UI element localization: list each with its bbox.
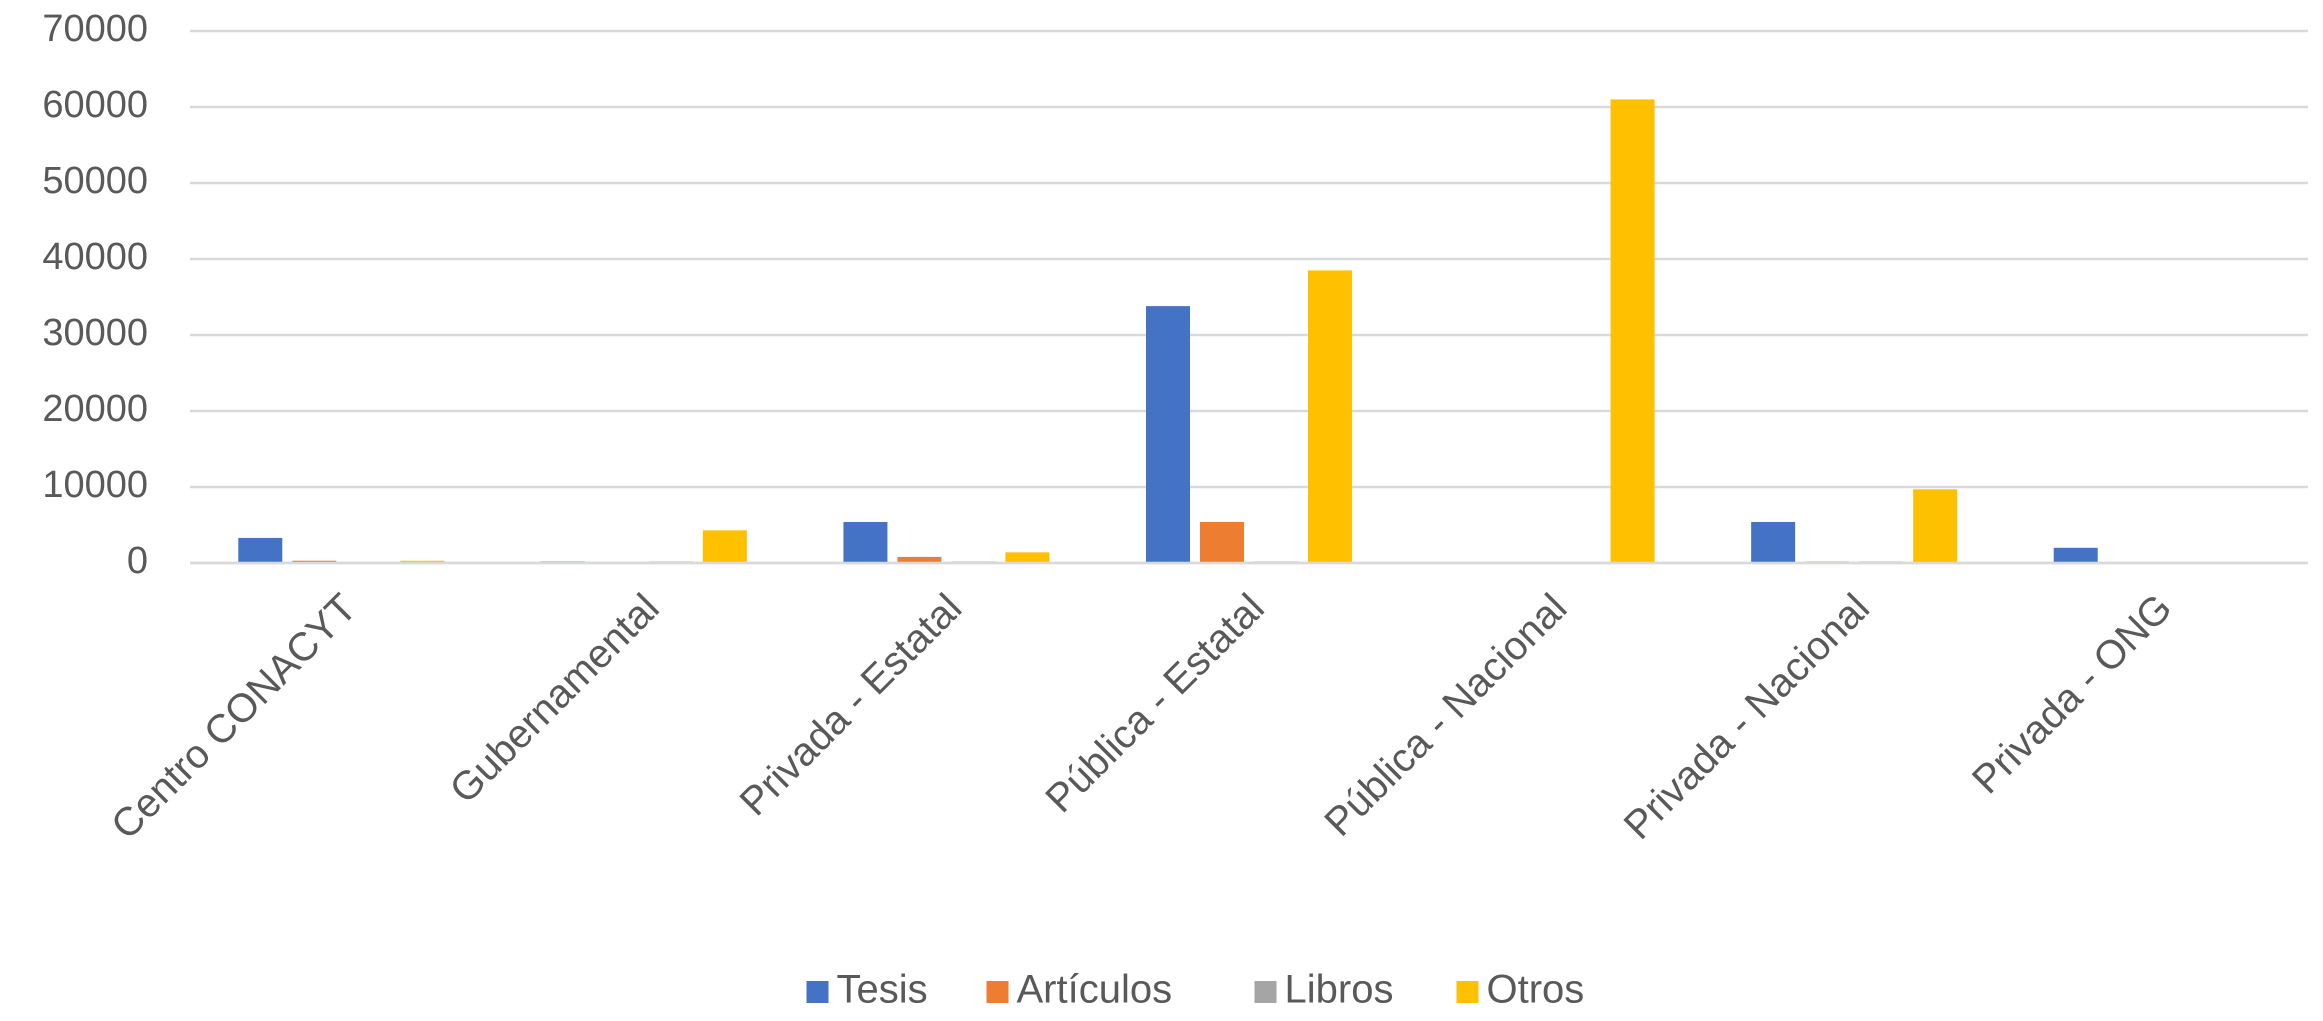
bar xyxy=(843,521,888,563)
x-tick-label: Privada - Estatal xyxy=(732,586,971,825)
bar xyxy=(1610,99,1655,564)
legend-swatch xyxy=(1254,981,1277,1003)
bar xyxy=(238,537,283,563)
x-tick-label: Pública - Estatal xyxy=(1037,586,1272,821)
x-tick-label: Privada - ONG xyxy=(1964,586,2181,803)
legend-label: Libros xyxy=(1285,968,1394,1012)
legend-label: Artículos xyxy=(1017,968,1173,1012)
bar xyxy=(1308,270,1352,563)
bar xyxy=(897,556,942,563)
bar xyxy=(1146,306,1190,563)
legend-label: Otros xyxy=(1487,968,1585,1012)
bar xyxy=(1005,552,1050,563)
bar xyxy=(1751,521,1796,563)
y-tick-label: 60000 xyxy=(42,84,148,126)
x-tick-label: Pública - Nacional xyxy=(1316,586,1575,845)
y-tick-label: 10000 xyxy=(42,464,148,506)
bar xyxy=(1200,521,1244,563)
legend-swatch xyxy=(1456,981,1479,1003)
legend-swatch xyxy=(806,981,829,1003)
y-tick-label: 40000 xyxy=(42,236,148,278)
bar xyxy=(702,530,747,563)
y-tick-label: 0 xyxy=(127,540,148,582)
x-tick-label: Centro CONACYT xyxy=(103,586,365,848)
y-tick-label: 70000 xyxy=(42,8,148,50)
bar xyxy=(1913,489,1958,563)
bar xyxy=(2053,547,2098,563)
x-tick-label: Gubernamental xyxy=(442,586,668,812)
x-tick-label: Privada - Nacional xyxy=(1616,586,1878,848)
legend-swatch xyxy=(986,981,1009,1003)
y-tick-label: 50000 xyxy=(42,160,148,202)
y-tick-label: 30000 xyxy=(42,312,148,354)
legend-label: Tesis xyxy=(837,968,928,1012)
y-tick-label: 20000 xyxy=(42,388,148,430)
